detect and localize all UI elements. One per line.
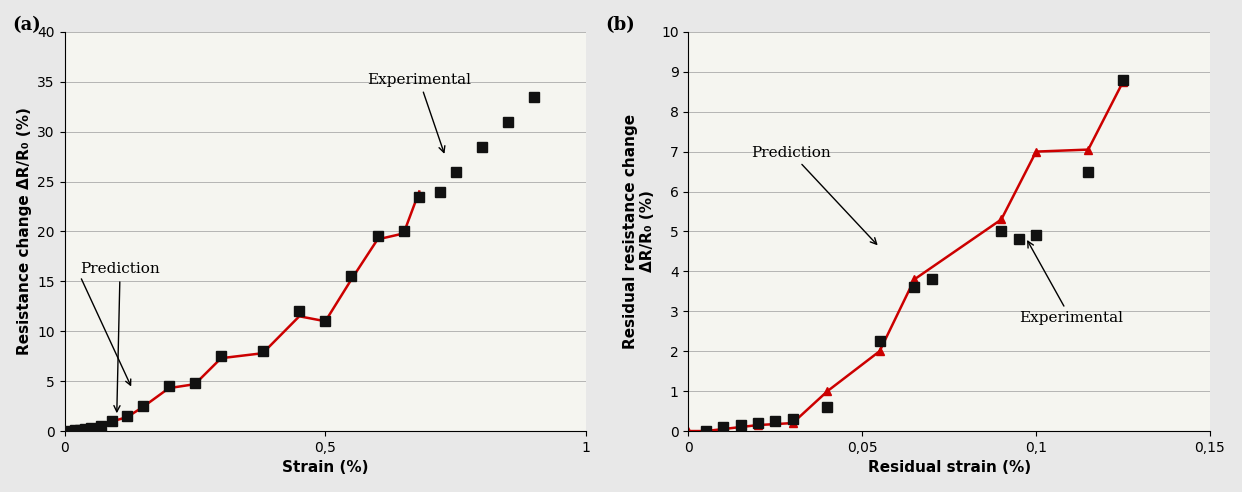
- Text: (a): (a): [12, 16, 41, 34]
- X-axis label: Residual strain (%): Residual strain (%): [868, 461, 1031, 475]
- Text: Prediction: Prediction: [751, 146, 877, 244]
- Text: Experimental: Experimental: [368, 73, 471, 153]
- Y-axis label: Residual resistance change
ΔR/R₀ (%): Residual resistance change ΔR/R₀ (%): [623, 114, 656, 349]
- Y-axis label: Resistance change ΔR/R₀ (%): Resistance change ΔR/R₀ (%): [16, 107, 31, 355]
- Text: Experimental: Experimental: [1018, 241, 1123, 325]
- X-axis label: Strain (%): Strain (%): [282, 461, 369, 475]
- Text: (b): (b): [605, 16, 635, 34]
- Text: Prediction: Prediction: [81, 262, 160, 412]
